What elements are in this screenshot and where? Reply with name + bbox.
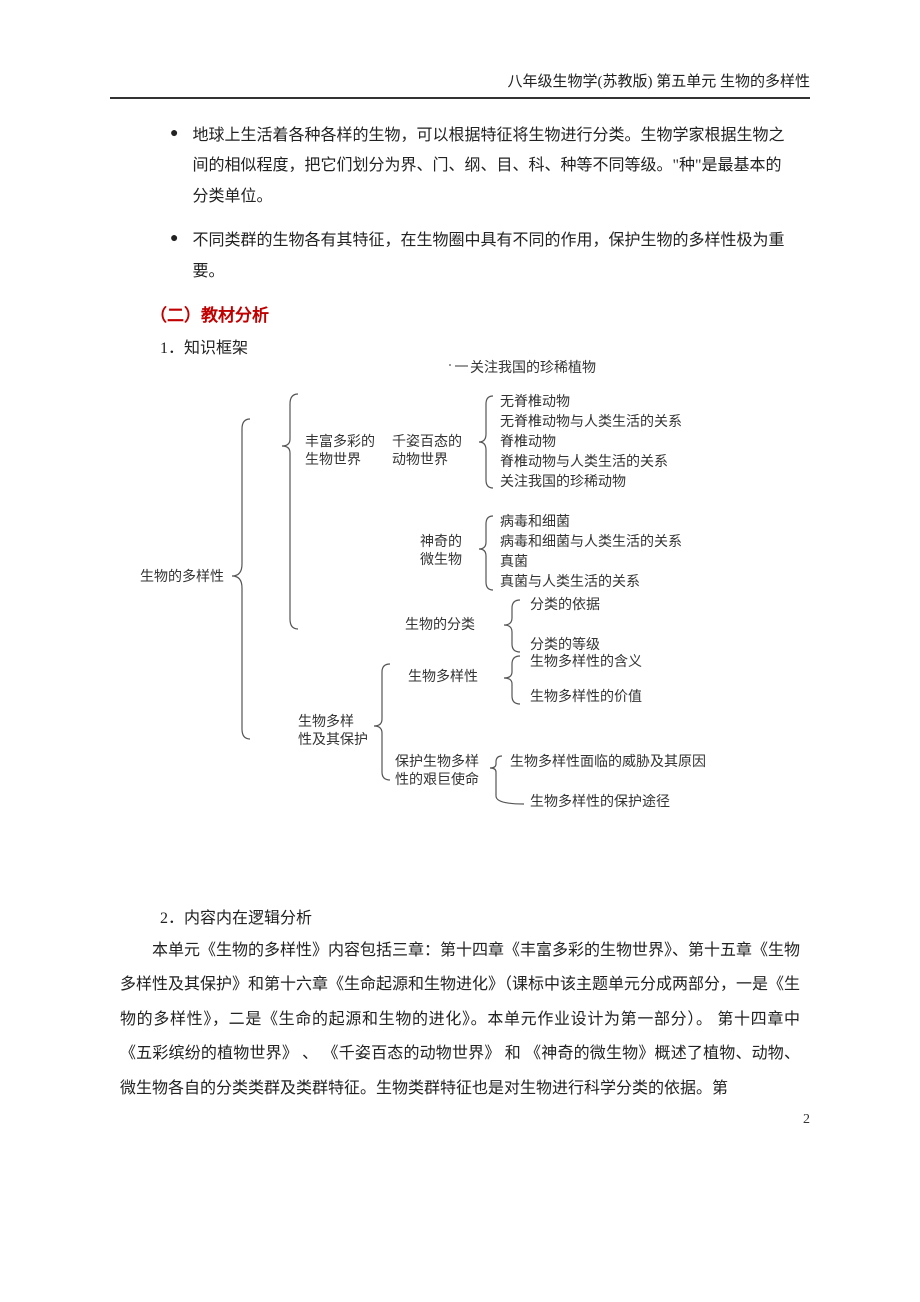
tree-leaf: 真菌与人类生活的关系 xyxy=(500,574,640,592)
bullet-text: 不同类群的生物各有其特征，在生物圈中具有不同的作用，保护生物的多样性极为重要。 xyxy=(192,226,790,287)
sub-heading: 2．内容内在逻辑分析 xyxy=(160,904,810,928)
bullet-icon: ● xyxy=(170,226,178,253)
page-header: 八年级生物学(苏教版) 第五单元 生物的多样性 xyxy=(110,70,810,91)
page-number: 2 xyxy=(803,1112,810,1128)
sub-heading: 1．知识框架 xyxy=(160,334,810,358)
tree-node: 生物的分类 xyxy=(405,617,475,635)
tree-leaf: 生物多样性面临的威胁及其原因 xyxy=(510,754,706,772)
tree-leaf: 生物多样性的价值 xyxy=(530,689,642,707)
tree-leaf: 关注我国的珍稀动物 xyxy=(500,474,626,492)
tree-leaf: 分类的等级 xyxy=(530,637,600,655)
tree-node: 生物多样性 xyxy=(408,669,478,687)
header-rule xyxy=(110,97,810,99)
tree-leaf: 生物多样性的保护途径 xyxy=(530,794,670,812)
tree-node: 保护生物多样性的艰巨使命 xyxy=(395,754,479,790)
tree-root: 生物的多样性 xyxy=(140,569,224,587)
tree-leaf: 无脊椎动物 xyxy=(500,394,570,412)
tree-leaf: 脊椎动物与人类生活的关系 xyxy=(500,454,668,472)
tree-leaf: 无脊椎动物与人类生活的关系 xyxy=(500,414,682,432)
tree-node: 千姿百态的动物世界 xyxy=(392,434,462,470)
bullet-icon: ● xyxy=(170,121,178,148)
tree-leaf: 真菌 xyxy=(500,554,528,572)
tree-leaf: 脊椎动物 xyxy=(500,434,556,452)
tree-node: 丰富多彩的生物世界 xyxy=(305,434,375,470)
tree-node: 生物多样性及其保护 xyxy=(298,714,368,750)
bullet-list: ● 地球上生活着各种各样的生物，可以根据特征将生物进行分类。生物学家根据生物之间… xyxy=(170,121,790,287)
bullet-item: ● 不同类群的生物各有其特征，在生物圈中具有不同的作用，保护生物的多样性极为重要… xyxy=(170,226,790,287)
bullet-item: ● 地球上生活着各种各样的生物，可以根据特征将生物进行分类。生物学家根据生物之间… xyxy=(170,121,790,212)
knowledge-tree-diagram: 关注我国的珍稀植物 生物的多样性 丰富多彩的生物世界 千姿百态的动物世界 无脊椎… xyxy=(130,364,810,844)
tree-leaf: 生物多样性的含义 xyxy=(530,654,642,672)
bullet-text: 地球上生活着各种各样的生物，可以根据特征将生物进行分类。生物学家根据生物之间的相… xyxy=(192,121,790,212)
tree-leaf: 关注我国的珍稀植物 xyxy=(470,360,596,378)
tree-node: 神奇的微生物 xyxy=(420,534,462,570)
tree-leaf: 分类的依据 xyxy=(530,597,600,615)
section-title: （二）教材分析 xyxy=(150,301,810,326)
body-paragraph: 本单元《生物的多样性》内容包括三章：第十四章《丰富多彩的生物世界》、第十五章《生… xyxy=(120,934,800,1106)
tree-leaf: 病毒和细菌 xyxy=(500,514,570,532)
tree-leaf: 病毒和细菌与人类生活的关系 xyxy=(500,534,682,552)
